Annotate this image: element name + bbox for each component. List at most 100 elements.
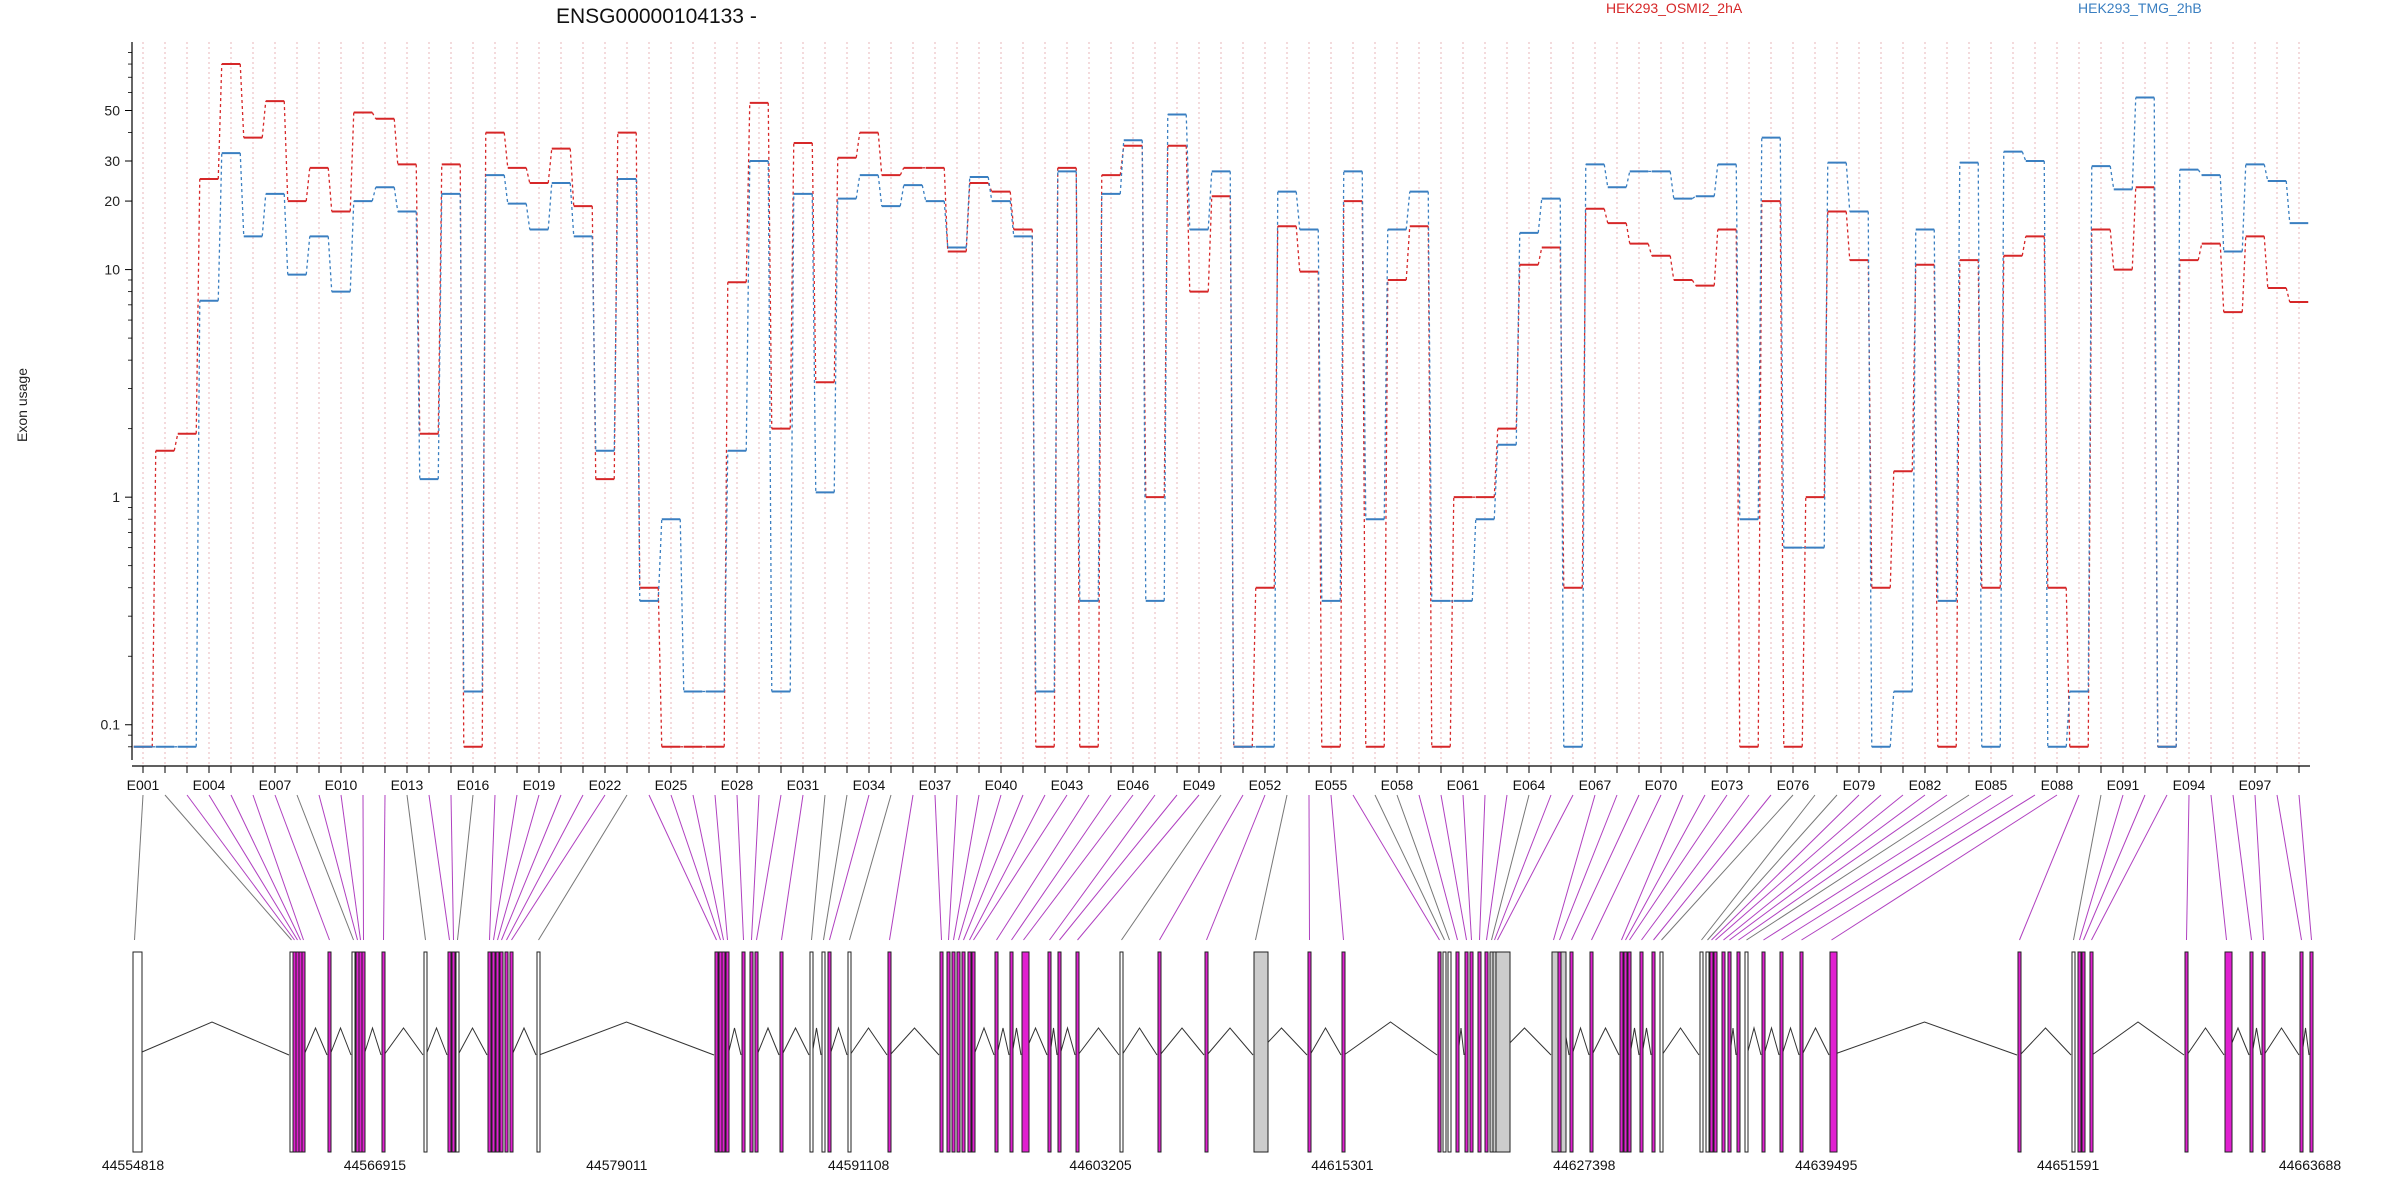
connector bbox=[1999, 255, 2005, 588]
exon-connector bbox=[811, 794, 826, 941]
exon-box bbox=[504, 951, 509, 1153]
exon-connector bbox=[164, 794, 292, 941]
connector bbox=[987, 176, 993, 202]
connector bbox=[855, 175, 861, 199]
exon-connector bbox=[1374, 794, 1445, 941]
connector bbox=[2241, 164, 2247, 252]
x-tick-label: E043 bbox=[1051, 777, 1084, 793]
exon-box bbox=[499, 951, 504, 1153]
exon-connector bbox=[1801, 794, 2036, 941]
exon-connector bbox=[274, 794, 330, 941]
connector bbox=[767, 102, 773, 429]
exon-box bbox=[821, 951, 826, 1153]
connector bbox=[899, 167, 905, 176]
exon-box bbox=[1744, 951, 1749, 1153]
exon-connector bbox=[1396, 794, 1450, 941]
exon-connector bbox=[1553, 794, 1596, 941]
connector bbox=[833, 198, 839, 493]
exon-connector bbox=[714, 794, 728, 941]
connector bbox=[1031, 236, 1037, 692]
exon-connector bbox=[756, 794, 782, 941]
exon-box bbox=[1627, 951, 1632, 1153]
exon-box bbox=[956, 951, 961, 1153]
connector bbox=[1405, 191, 1411, 230]
connector bbox=[1603, 208, 1609, 224]
exon-connector bbox=[751, 794, 760, 941]
x-axis-exon-ticks: E001 E004 E007 E010 E013 E016 E019 E022 E025 E028… bbox=[127, 766, 2300, 793]
connector bbox=[1295, 226, 1301, 272]
x-tick-label: E004 bbox=[193, 777, 226, 793]
intron-line bbox=[1077, 1027, 1120, 1056]
exon-box bbox=[1709, 951, 1714, 1153]
x-tick-label: E007 bbox=[259, 777, 292, 793]
connector bbox=[1603, 164, 1609, 188]
connector bbox=[1955, 162, 1961, 601]
exon-connector bbox=[383, 794, 386, 941]
x-tick-label: E076 bbox=[1777, 777, 1810, 793]
connector bbox=[1801, 497, 1807, 747]
connector bbox=[1295, 191, 1301, 230]
connector bbox=[877, 175, 883, 207]
connector bbox=[1163, 145, 1169, 498]
connector bbox=[1977, 162, 1983, 747]
exon-box bbox=[1047, 951, 1052, 1153]
connector bbox=[1471, 519, 1477, 601]
connector bbox=[1581, 164, 1587, 747]
exon-connector bbox=[1049, 794, 1156, 941]
intron-line bbox=[889, 1027, 940, 1056]
exon-connector bbox=[1641, 794, 1750, 941]
connector bbox=[1449, 497, 1455, 747]
connector bbox=[1669, 171, 1675, 199]
exon-connector bbox=[823, 794, 848, 941]
connector bbox=[371, 187, 377, 202]
exon-box bbox=[1204, 951, 1209, 1153]
x-tick-label: E073 bbox=[1711, 777, 1744, 793]
connector bbox=[1515, 232, 1521, 445]
connector bbox=[393, 118, 399, 165]
exon-connector bbox=[1494, 794, 1552, 941]
connector bbox=[855, 132, 861, 158]
x-tick-label: E091 bbox=[2107, 777, 2140, 793]
x-tick-label: E001 bbox=[127, 777, 160, 793]
exon-connector bbox=[1255, 794, 1288, 941]
connector bbox=[723, 450, 729, 692]
exon-box bbox=[495, 951, 500, 1153]
intron-line bbox=[1781, 1026, 1800, 1056]
connector bbox=[1185, 145, 1191, 292]
exon-connector bbox=[318, 794, 358, 941]
exon-connector bbox=[457, 794, 474, 941]
intron-line bbox=[1661, 1027, 1700, 1056]
connector bbox=[1625, 223, 1631, 244]
exon-connector bbox=[362, 794, 364, 941]
x-tick-label: E070 bbox=[1645, 777, 1678, 793]
connector bbox=[1713, 164, 1719, 197]
connector bbox=[1669, 255, 1675, 281]
connector bbox=[1691, 279, 1697, 286]
exon-box bbox=[994, 951, 999, 1153]
exon-box bbox=[2017, 951, 2022, 1153]
genomic-tick-label: 44591108 bbox=[828, 1157, 889, 1173]
series-lines bbox=[133, 63, 2309, 748]
x-tick-label: E040 bbox=[985, 777, 1018, 793]
genomic-tick-label: 44663688 bbox=[2279, 1157, 2342, 1173]
exon-connector bbox=[1621, 794, 1684, 941]
connector bbox=[239, 64, 245, 138]
exon-connector bbox=[1711, 794, 1860, 941]
connector bbox=[1757, 201, 1763, 747]
connector bbox=[1691, 195, 1697, 200]
exon-connector bbox=[1352, 794, 1440, 941]
x-tick-label: E037 bbox=[919, 777, 952, 793]
exon-connector bbox=[2073, 794, 2102, 941]
connector bbox=[349, 112, 355, 212]
exon-box bbox=[423, 951, 428, 1153]
connector bbox=[1427, 191, 1433, 601]
connector bbox=[1493, 444, 1499, 520]
exon-box bbox=[451, 951, 456, 1153]
x-tick-label: E049 bbox=[1183, 777, 1216, 793]
exon-box bbox=[301, 951, 306, 1153]
exon-box bbox=[2184, 951, 2189, 1153]
exon-box bbox=[536, 951, 541, 1153]
exon-connector bbox=[781, 794, 804, 941]
connector bbox=[679, 519, 685, 692]
